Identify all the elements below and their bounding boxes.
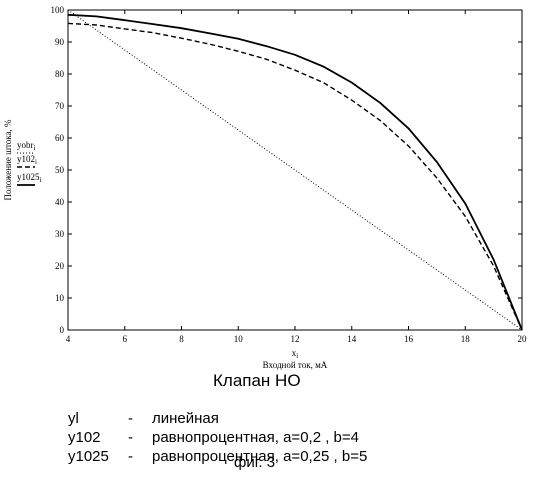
y-tick-label: 80: [55, 69, 65, 79]
x-tick-label: 18: [461, 334, 471, 344]
y-tick-label: 30: [55, 229, 65, 239]
x-axis-symbol: xi: [292, 348, 299, 360]
y-tick-label: 0: [60, 325, 65, 335]
x-tick-label: 20: [518, 334, 528, 344]
chart-title: Клапан НО: [213, 371, 301, 391]
y-tick-label: 90: [55, 37, 65, 47]
legend-text-dash: -: [128, 448, 133, 465]
legend-text-dash: -: [128, 410, 133, 427]
x-tick-label: 6: [123, 334, 128, 344]
legend-text-desc: равнопроцентная, a=0,2 , b=4: [152, 429, 359, 446]
y-tick-label: 20: [55, 261, 65, 271]
legend-entry-y1025: y1025i: [17, 172, 42, 184]
y-tick-label: 50: [55, 165, 65, 175]
chart-legend: yobri y102i y1025i: [17, 140, 42, 185]
x-tick-label: 12: [291, 334, 300, 344]
y-tick-label: 10: [55, 293, 65, 303]
valve-characteristic-chart: yobriy102iy1025i 46810121416182001020304…: [0, 0, 533, 380]
y-tick-label: 100: [51, 5, 65, 15]
legend-text-name: yl: [68, 410, 79, 427]
series-line-yobr: [68, 10, 522, 330]
legend-entry-yobr: yobri: [17, 140, 36, 152]
x-tick-label: 16: [404, 334, 414, 344]
y-axis-label: Положение штока, %: [3, 119, 13, 201]
figure-caption: фиг. 3: [234, 454, 275, 471]
y-tick-label: 60: [55, 133, 65, 143]
series-line-y1025: [68, 15, 522, 330]
series-line-y102: [68, 23, 522, 330]
x-tick-label: 8: [179, 334, 184, 344]
x-tick-label: 4: [66, 334, 71, 344]
axes: [68, 10, 522, 330]
legend-text-name: y1025: [68, 448, 109, 465]
axis-labels: 4 6 8 10 12 14 16 18 20 0 10 20 30 40 50 60 70 80 90 100 xiВ…: [3, 5, 527, 370]
legend-entry-y102: y102i: [17, 154, 37, 166]
x-tick-label: 10: [234, 334, 244, 344]
y-tick-label: 70: [55, 101, 65, 111]
legend-text-desc: линейная: [152, 410, 219, 427]
legend-text-name: y102: [68, 429, 101, 446]
x-axis-label: Входной ток, мА: [263, 360, 328, 370]
y-tick-label: 40: [55, 197, 65, 207]
plot-frame: [68, 10, 522, 330]
series-lines: [68, 10, 522, 330]
x-tick-label: 14: [347, 334, 357, 344]
legend-text-dash: -: [128, 429, 133, 446]
